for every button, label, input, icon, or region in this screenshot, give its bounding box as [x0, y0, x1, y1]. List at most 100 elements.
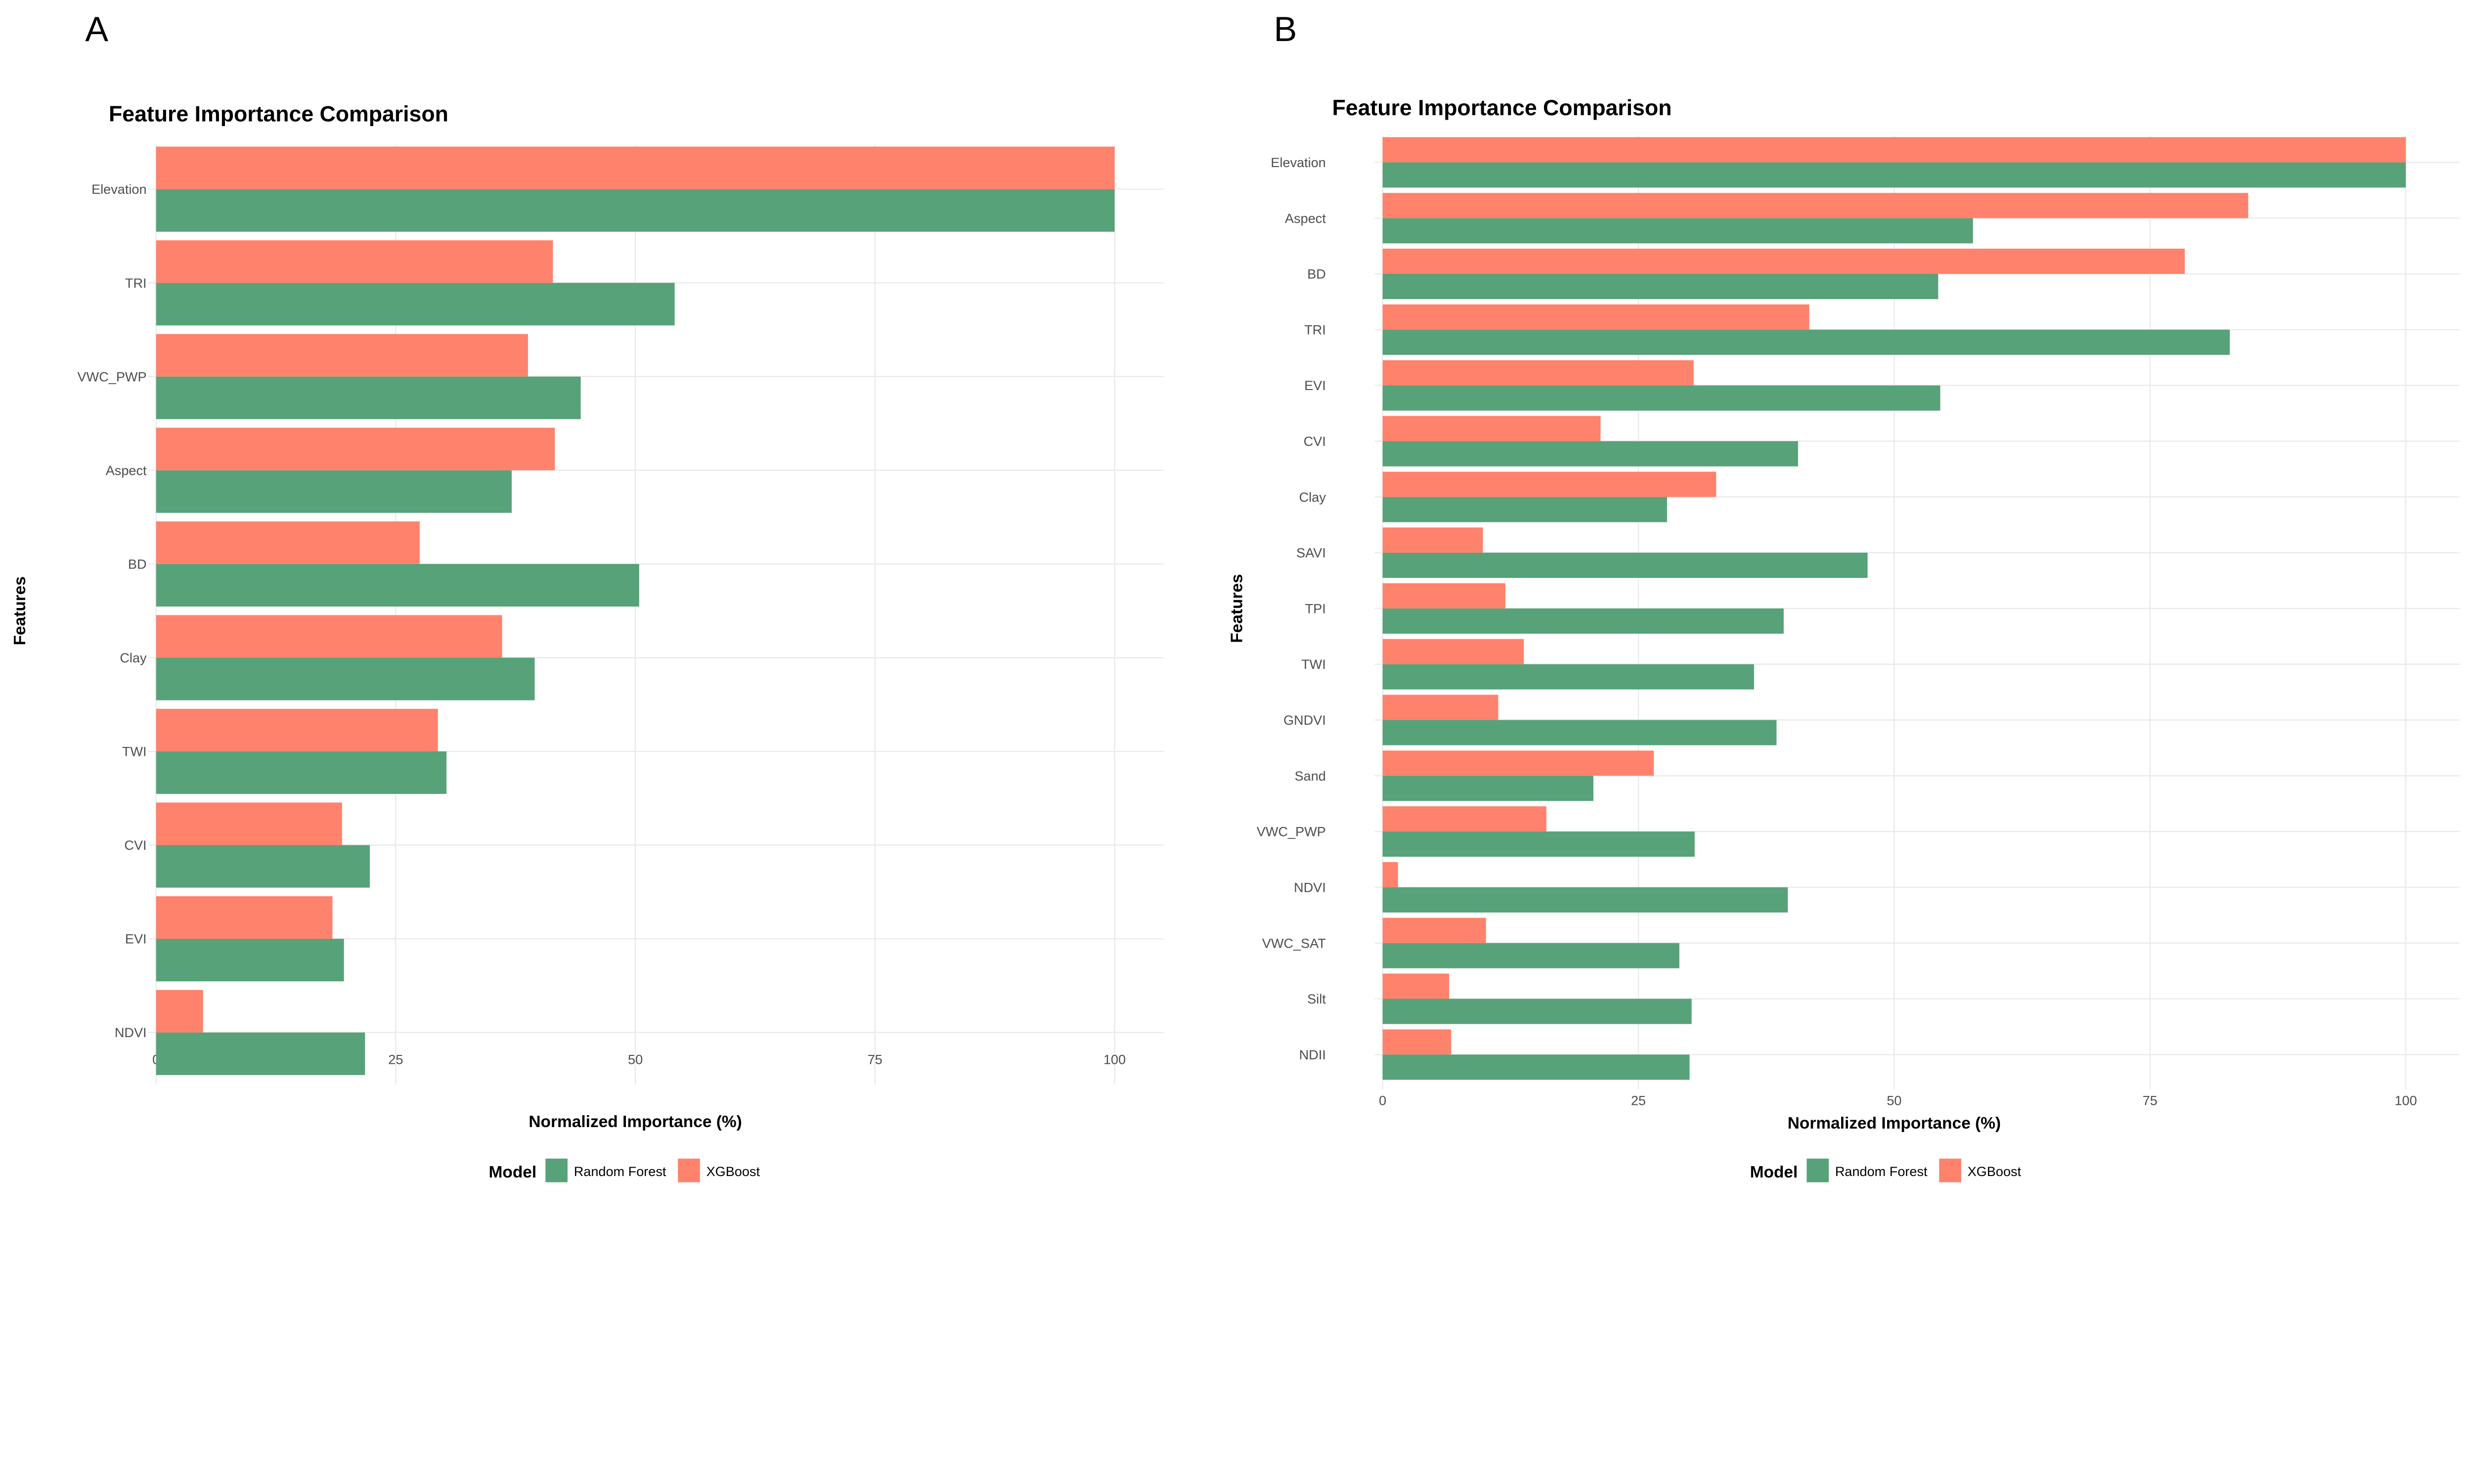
legend-title: Model: [1750, 1163, 1798, 1181]
y-tick-label: VWC_PWP: [78, 369, 147, 384]
y-tick-label: NDII: [1299, 1047, 1326, 1062]
bar-random-forest: [156, 470, 512, 513]
legend: Model Random Forest XGBoost: [489, 1158, 760, 1182]
y-tick-label: TWI: [122, 744, 147, 759]
y-tick-label: Aspect: [1285, 211, 1326, 226]
bar-random-forest: [156, 564, 639, 607]
y-axis-title: Features: [11, 576, 29, 646]
bar-xgboost: [156, 334, 528, 377]
y-tick-label: Elevation: [91, 181, 146, 197]
x-tick-label: 50: [628, 1051, 643, 1067]
y-tick-label: NDVI: [115, 1025, 147, 1040]
bar-xgboost: [1382, 360, 1694, 386]
bar-xgboost: [156, 615, 502, 658]
bar-xgboost: [1382, 583, 1505, 609]
y-tick-label: Sand: [1294, 768, 1325, 784]
bar-random-forest: [156, 376, 581, 419]
bar-xgboost: [1382, 862, 1398, 887]
bar-xgboost: [156, 708, 438, 751]
bar-xgboost: [156, 428, 555, 471]
bar-random-forest: [156, 939, 344, 982]
bar-xgboost: [156, 521, 420, 564]
bar-random-forest: [1382, 1054, 1690, 1080]
bar-random-forest: [1382, 274, 1939, 300]
bar-random-forest: [1382, 608, 1784, 634]
y-tick-label: BD: [128, 556, 147, 571]
y-tick-label: TWI: [1301, 656, 1326, 672]
y-tick-label: NDVI: [1294, 879, 1326, 895]
y-tick-label: Clay: [120, 650, 147, 665]
chart-title: Feature Importance Comparison: [1332, 96, 1672, 120]
bar-random-forest: [1382, 943, 1679, 968]
bar-random-forest: [156, 751, 447, 794]
bar-xgboost: [1382, 416, 1601, 441]
legend-title: Model: [489, 1163, 537, 1181]
y-tick-label: Silt: [1307, 991, 1326, 1006]
bar-xgboost: [156, 146, 1115, 189]
y-tick-label: TRI: [1304, 322, 1326, 337]
bar-random-forest: [1382, 162, 2406, 188]
x-tick-label: 75: [2143, 1092, 2158, 1108]
y-tick-label: BD: [1307, 266, 1326, 282]
y-tick-label: Aspect: [106, 463, 147, 478]
legend: Model Random Forest XGBoost: [1750, 1158, 2021, 1182]
bar-random-forest: [1382, 831, 1695, 857]
bar-random-forest: [156, 845, 370, 888]
bar-xgboost: [156, 802, 342, 845]
y-tick-label: Clay: [1299, 489, 1326, 505]
bar-random-forest: [1382, 441, 1798, 467]
chart-title: Feature Importance Comparison: [109, 102, 448, 127]
bar-xgboost: [1382, 695, 1499, 720]
y-tick-label: CVI: [1304, 434, 1326, 449]
bar-random-forest: [156, 283, 675, 326]
bar-random-forest: [1382, 664, 1754, 690]
chart-panel-b: Feature Importance Comparison 0 25 50 75 100 E…: [1228, 96, 2460, 1182]
y-tick-label: VWC_SAT: [1262, 935, 1326, 951]
bar-random-forest: [1382, 720, 1777, 745]
bar-xgboost: [1382, 973, 1450, 999]
x-tick-label: 100: [2394, 1092, 2417, 1108]
bar-random-forest: [1382, 385, 1941, 411]
bar-xgboost: [1382, 137, 2406, 163]
bar-xgboost: [156, 896, 333, 939]
y-tick-label: GNDVI: [1283, 712, 1326, 728]
chart-panel-a: Feature Importance Comparison0255075100E…: [11, 102, 1164, 1182]
y-tick-label: TRI: [125, 275, 147, 291]
legend-label: Random Forest: [574, 1164, 666, 1179]
bar-random-forest: [1382, 497, 1667, 523]
y-tick-label: VWC_PWP: [1257, 824, 1326, 839]
legend-swatch-xgboost: [678, 1158, 700, 1182]
y-tick-label: CVI: [124, 837, 146, 853]
bar-random-forest: [156, 657, 535, 700]
bar-xgboost: [1382, 917, 1486, 943]
bar-random-forest: [1382, 887, 1788, 913]
bar-xgboost: [1382, 527, 1483, 553]
bar-xgboost: [1382, 304, 1810, 330]
bar-xgboost: [156, 240, 553, 283]
legend-swatch-random-forest: [545, 1158, 568, 1182]
x-tick-label: 100: [1104, 1051, 1126, 1067]
x-tick-label: 25: [1631, 1092, 1646, 1108]
bar-xgboost: [1382, 806, 1546, 832]
y-axis-title: Features: [1228, 574, 1246, 643]
x-tick-label: 25: [388, 1051, 403, 1067]
legend-swatch-random-forest: [1807, 1158, 1829, 1182]
y-tick-label: Elevation: [1271, 155, 1325, 170]
y-tick-label: EVI: [1304, 378, 1326, 393]
figure: A B Feature Importance Comparison 0 25 50 75…: [11, 9, 2460, 1182]
x-axis-title: Normalized Importance (%): [529, 1113, 742, 1131]
bar-xgboost: [156, 990, 203, 1033]
bar-xgboost: [1382, 639, 1524, 664]
y-tick-label: EVI: [125, 931, 147, 947]
bar-random-forest: [1382, 999, 1692, 1024]
bar-xgboost: [1382, 1029, 1452, 1055]
bar-random-forest: [156, 189, 1115, 232]
legend-label: Random Forest: [1835, 1164, 1928, 1179]
y-tick-label: TPI: [1305, 601, 1326, 616]
bar-random-forest: [1382, 553, 1868, 578]
bar-random-forest: [156, 1032, 365, 1075]
bar-random-forest: [1382, 329, 2230, 355]
panel-letter-b: B: [1274, 9, 1297, 48]
x-axis-title: Normalized Importance (%): [1788, 1114, 2001, 1133]
panel-letter-a: A: [85, 9, 108, 48]
